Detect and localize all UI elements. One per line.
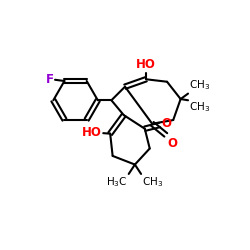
Text: O: O <box>168 137 178 150</box>
Text: CH$_3$: CH$_3$ <box>188 100 210 114</box>
Text: HO: HO <box>136 58 156 71</box>
Text: HO: HO <box>82 126 102 139</box>
Text: CH$_3$: CH$_3$ <box>142 176 164 190</box>
Text: H$_3$C: H$_3$C <box>106 176 128 190</box>
Text: F: F <box>46 73 54 86</box>
Text: CH$_3$: CH$_3$ <box>188 78 210 92</box>
Text: O: O <box>162 117 172 130</box>
